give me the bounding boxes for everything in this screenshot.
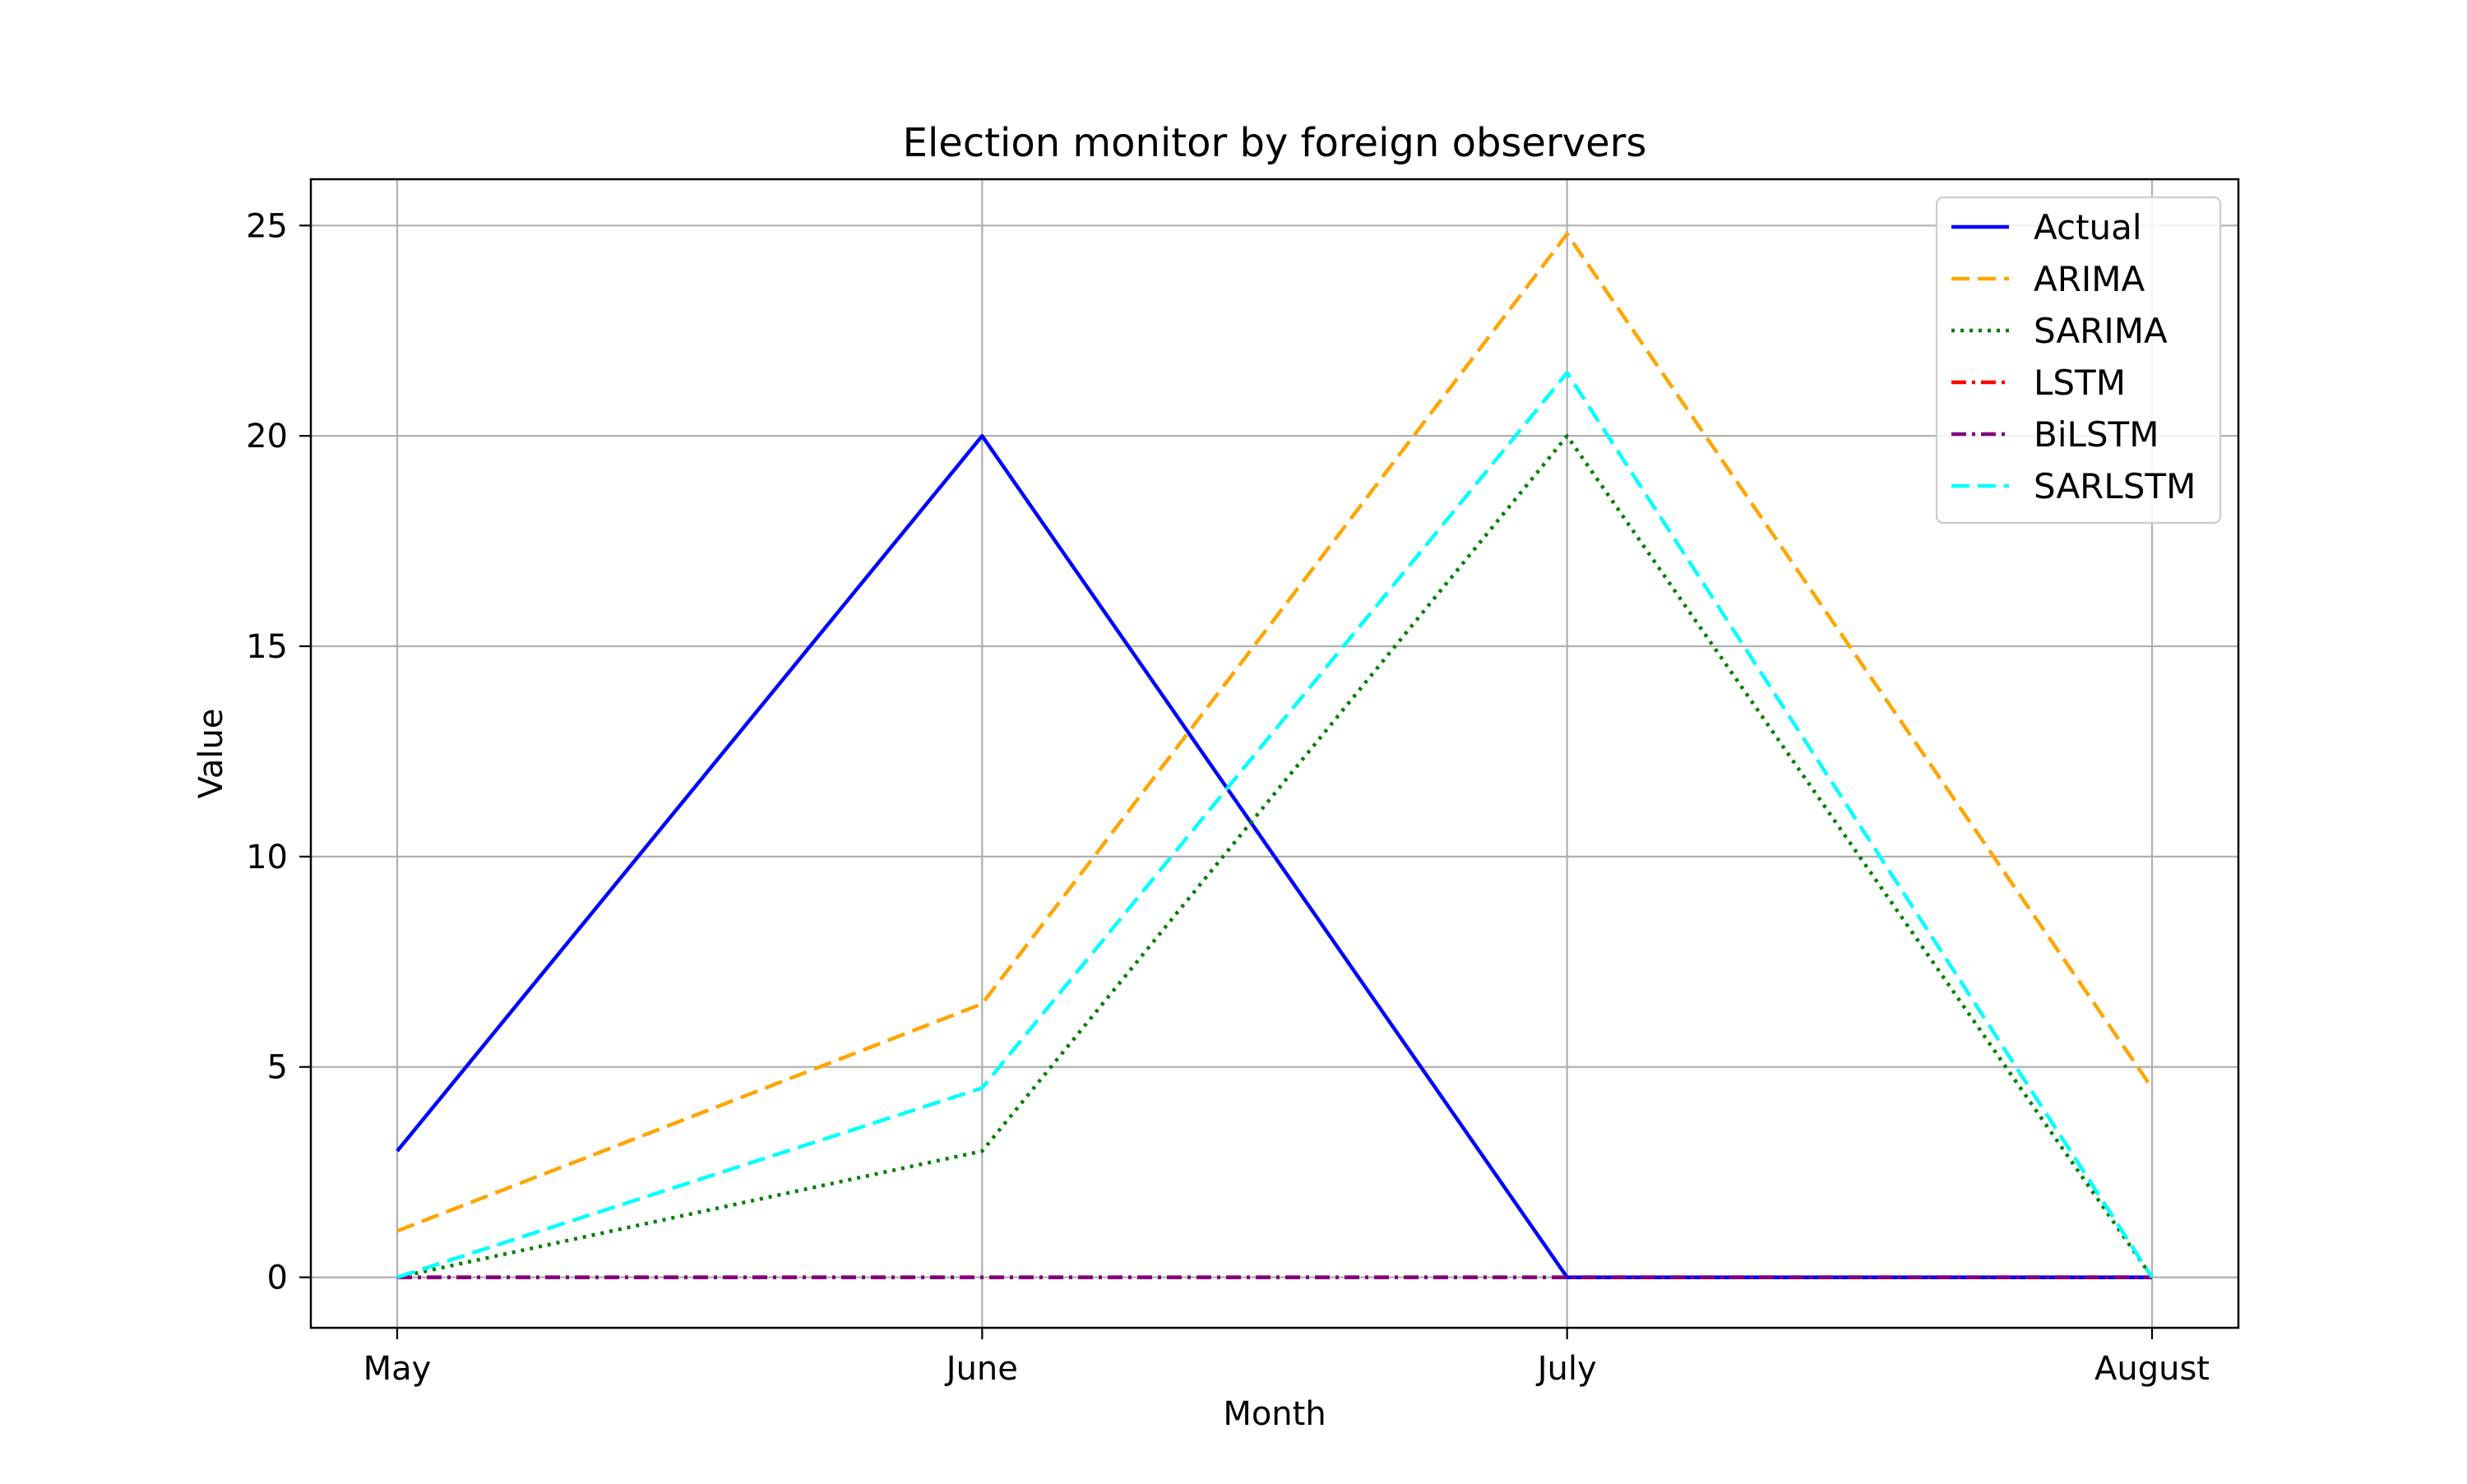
legend-label: SARLSTM: [2034, 466, 2196, 506]
legend-label: LSTM: [2034, 363, 2126, 403]
x-tick-label: July: [1535, 1350, 1597, 1388]
plot-frame: [309, 178, 2240, 1329]
series-line-sarima: [396, 433, 2154, 1279]
x-tick-label: June: [944, 1350, 1018, 1388]
legend-label: ARIMA: [2034, 259, 2145, 299]
y-tick-label: 10: [246, 839, 288, 876]
legend-label: Actual: [2034, 207, 2142, 247]
y-tick-label: 15: [246, 628, 288, 666]
legend-label: BiLSTM: [2034, 414, 2159, 455]
legend-label: SARIMA: [2034, 311, 2168, 351]
x-axis-label: Month: [1223, 1395, 1326, 1433]
series-layer: [396, 232, 2154, 1279]
y-tick-label: 0: [267, 1260, 288, 1297]
grid-layer: [311, 179, 2238, 1328]
series-line-sarlstm: [396, 371, 2154, 1279]
legend: Actual ARIMA SARIMA LSTM BiLSTM SARLSTM: [1935, 196, 2222, 525]
y-tick-label: 20: [246, 418, 288, 455]
chart-title: Election monitor by foreign observers: [903, 120, 1647, 166]
x-tick-label: August: [2094, 1350, 2210, 1388]
y-tick-label: 5: [267, 1049, 288, 1087]
tick-layer: May June July August 0 5 10 15 20 25: [246, 207, 2210, 1388]
y-axis-label: Value: [192, 709, 230, 799]
y-tick-label: 25: [246, 207, 288, 245]
series-line-arima: [396, 232, 2154, 1233]
x-tick-label: May: [363, 1350, 432, 1388]
